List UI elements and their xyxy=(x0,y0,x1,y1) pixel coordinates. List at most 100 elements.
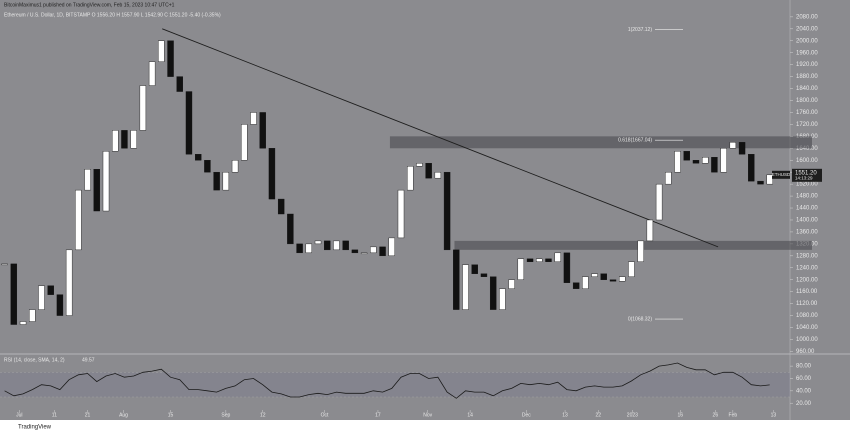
y-tick-label: 1200.00 xyxy=(796,277,818,283)
x-tick-label: Oct xyxy=(321,412,329,418)
y-tick-label: 1360.00 xyxy=(796,230,818,236)
y-tick-label: 1400.00 xyxy=(796,218,818,224)
candle-body xyxy=(305,243,313,254)
candle-body xyxy=(388,237,395,257)
candle-body xyxy=(508,279,515,289)
x-tick-label: 16 xyxy=(678,412,684,418)
fib-label: 0(1068.32) xyxy=(628,316,653,322)
candle-body xyxy=(434,171,442,179)
candle-body xyxy=(637,240,644,262)
x-tick-label: Aug xyxy=(119,412,128,418)
x-tick-label: Dec xyxy=(522,412,531,418)
x-tick-label: 14 xyxy=(467,412,473,418)
y-tick-label: 80.00 xyxy=(796,364,812,370)
candle-body xyxy=(748,154,755,182)
candle-body xyxy=(582,276,589,289)
x-tick-label: 22 xyxy=(595,412,601,418)
y-tick-label: 1080.00 xyxy=(796,313,818,319)
y-tick-label: 2080.00 xyxy=(796,14,818,20)
candle-body xyxy=(1,263,8,266)
candle-body xyxy=(499,288,506,310)
candle-body xyxy=(416,163,423,167)
candle-body xyxy=(121,130,128,149)
x-tick-label: 21 xyxy=(85,412,91,418)
candle-body xyxy=(489,276,497,310)
y-tick-label: 2000.00 xyxy=(796,38,818,44)
candle-body xyxy=(480,273,488,277)
candle-body xyxy=(370,246,377,254)
candle-body xyxy=(600,273,607,280)
candle-body xyxy=(729,142,737,149)
y-tick-label: 1000.00 xyxy=(796,337,818,343)
candle-body xyxy=(222,171,230,191)
x-tick-label: Nov xyxy=(423,412,432,418)
candle-body xyxy=(38,285,45,310)
candle-body xyxy=(130,130,137,149)
candle-body xyxy=(333,240,340,251)
candle-body xyxy=(471,264,478,274)
publisher-note: BitcoinMaximus1 published on TradingView… xyxy=(4,2,175,8)
candle-body xyxy=(296,243,303,254)
candle-body xyxy=(563,252,571,283)
candle-body xyxy=(158,40,165,62)
x-tick-label: 15 xyxy=(168,412,174,418)
candle-body xyxy=(29,309,36,322)
y-tick-label: 2040.00 xyxy=(796,26,818,32)
candle-body xyxy=(314,240,322,245)
candle-body xyxy=(93,169,100,212)
chart-background xyxy=(0,0,850,420)
candle-body xyxy=(628,261,635,277)
rsi-title: RSI (14, close, SMA, 14, 2) xyxy=(4,357,65,363)
x-tick-label: Jul xyxy=(16,412,22,418)
x-tick-label: Feb xyxy=(729,412,738,418)
candle-body xyxy=(545,258,552,262)
candle-body xyxy=(148,61,156,86)
candle-body xyxy=(554,252,561,262)
candle-body xyxy=(10,263,18,325)
y-tick-label: 1920.00 xyxy=(796,62,818,68)
x-tick-label: 2023 xyxy=(627,412,638,418)
symbol-info: Ethereum / U.S. Dollar, 1D, BITSTAMP O 1… xyxy=(4,12,221,18)
candle-body xyxy=(517,258,525,280)
y-tick-label: 1520.00 xyxy=(796,182,818,188)
candle-body xyxy=(324,240,331,251)
y-tick-label: 1480.00 xyxy=(796,194,818,200)
last-price: 1551.20 xyxy=(795,170,817,176)
candle-body xyxy=(112,130,119,152)
symbol-tag xyxy=(772,170,790,179)
candle-body xyxy=(185,91,193,155)
candle-body xyxy=(241,124,248,161)
candle-body xyxy=(56,294,64,316)
x-tick-label: 12 xyxy=(260,412,266,418)
candle-body xyxy=(19,321,27,325)
candle-body xyxy=(360,252,368,255)
candle-body xyxy=(453,249,460,310)
candle-body xyxy=(536,258,543,262)
y-tick-label: 60.00 xyxy=(796,376,812,382)
candle-body xyxy=(268,148,276,200)
candle-body xyxy=(701,157,709,164)
y-tick-label: 1760.00 xyxy=(796,110,818,116)
fib-label: 0.618(1667.04) xyxy=(618,138,652,144)
y-tick-label: 1800.00 xyxy=(796,98,818,104)
x-tick-label: 11 xyxy=(52,412,57,418)
candle-body xyxy=(47,285,54,295)
x-tick-label: 13 xyxy=(771,412,777,418)
candle-body xyxy=(443,171,451,251)
candle-body xyxy=(176,76,183,92)
rsi-line xyxy=(4,362,770,399)
candle-body xyxy=(674,151,681,173)
countdown: 14:13:29 xyxy=(795,176,813,181)
candle-body xyxy=(738,142,746,155)
candle-body xyxy=(204,160,211,173)
candle-body xyxy=(425,163,432,179)
candle-body xyxy=(167,40,174,77)
candle-body xyxy=(277,198,285,215)
y-tick-label: 40.00 xyxy=(796,388,812,394)
y-tick-label: 1840.00 xyxy=(796,86,818,92)
y-tick-label: 1960.00 xyxy=(796,50,818,56)
candle-body xyxy=(757,180,764,185)
y-tick-label: 960.00 xyxy=(796,349,815,355)
y-tick-label: 1440.00 xyxy=(796,206,818,212)
